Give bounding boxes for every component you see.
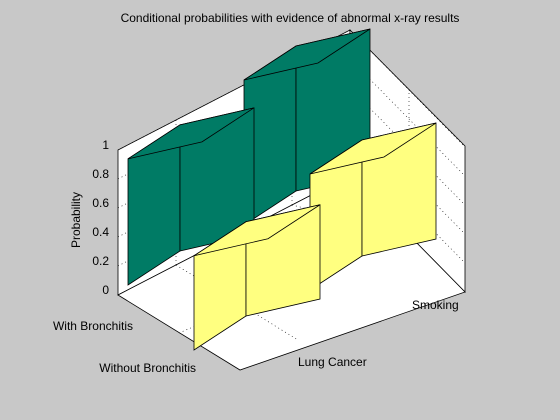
z-tick-labels: 0 0.2 0.4 0.6 0.8 1	[92, 138, 109, 297]
grid-line	[349, 116, 466, 235]
bar-without-bronchitis-smoking	[309, 122, 437, 291]
bar-without-bronchitis-lung-cancer	[193, 204, 321, 351]
row-label-without-bronchitis: Without Bronchitis	[99, 361, 196, 375]
bar-top-face	[243, 28, 371, 81]
z-axis-label: Probability	[69, 192, 83, 248]
bar-top-face	[193, 204, 321, 257]
z-tick-label: 0.6	[92, 196, 109, 210]
column-label-lung-cancer: Lung Cancer	[298, 355, 367, 369]
z-tick-label: 0.4	[92, 225, 109, 239]
bars	[127, 28, 437, 351]
grid-line	[349, 58, 466, 177]
chart-title: Conditional probabilities with evidence …	[121, 11, 460, 25]
bar-top-face	[127, 107, 255, 160]
z-tick-label: 0.2	[92, 254, 109, 268]
row-label-with-bronchitis: With Bronchitis	[53, 319, 133, 333]
z-tick-label: 1	[102, 138, 109, 152]
grid-line	[349, 87, 466, 206]
column-label-smoking: Smoking	[412, 298, 459, 312]
z-tick-label: 0	[102, 283, 109, 297]
z-tick-label: 0.8	[92, 167, 109, 181]
grid-line	[349, 29, 466, 148]
grid-line	[349, 145, 466, 264]
bar-top-face	[309, 122, 437, 175]
